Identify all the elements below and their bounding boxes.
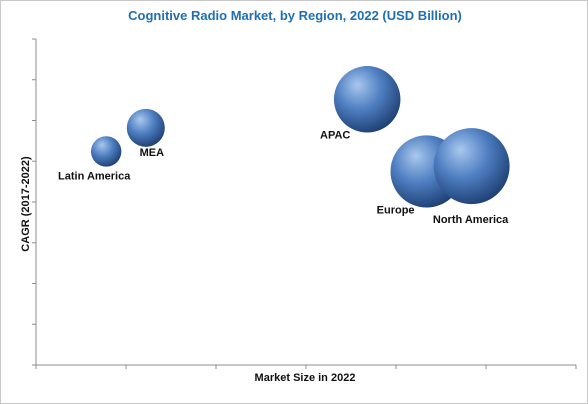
bubble-label-latin-america: Latin America bbox=[58, 170, 131, 182]
bubble-label-apac: APAC bbox=[320, 129, 350, 141]
y-axis-label: CAGR (2017-2022) bbox=[20, 156, 32, 252]
bubble-apac bbox=[333, 66, 401, 133]
axes bbox=[32, 38, 577, 369]
x-axis-label: Market Size in 2022 bbox=[255, 372, 356, 384]
bubble-mea bbox=[126, 108, 165, 147]
bubble-series bbox=[91, 66, 510, 208]
chart-title: Cognitive Radio Market, by Region, 2022 … bbox=[128, 8, 462, 23]
bubble-latin-america bbox=[91, 136, 122, 167]
bubble-label-north-america: North America bbox=[433, 214, 509, 226]
bubble-north-america bbox=[433, 128, 510, 205]
bubble-labels: Latin America MEA APAC Europe North America bbox=[58, 129, 509, 226]
bubble-label-europe: Europe bbox=[377, 204, 415, 216]
bubble-label-mea: MEA bbox=[140, 147, 165, 159]
